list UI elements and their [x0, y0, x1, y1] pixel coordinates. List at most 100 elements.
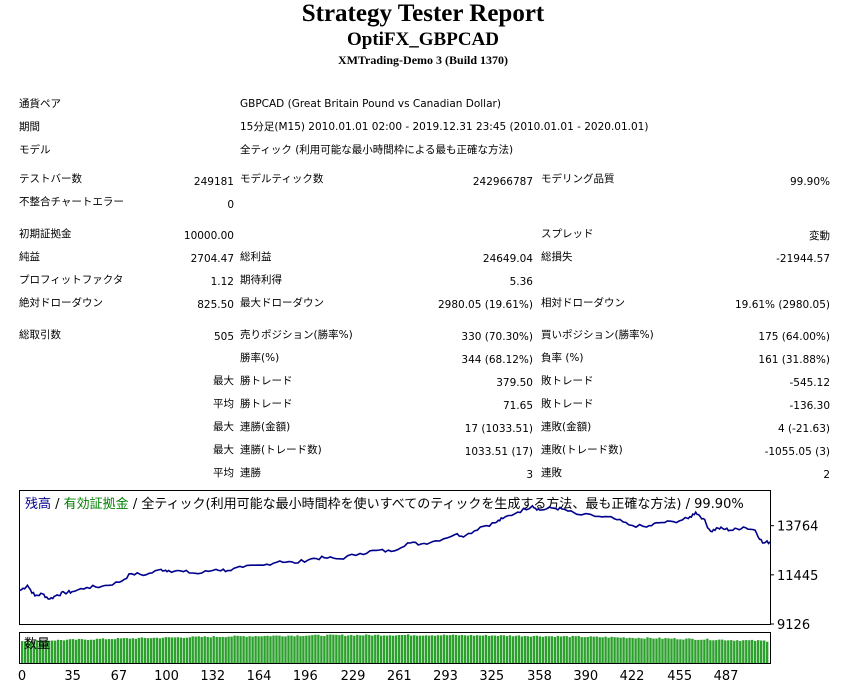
ticks-label: モデルティック数 — [240, 173, 324, 185]
avg-loss-value: -136.30 — [789, 400, 830, 412]
max-word-2: 最大 — [213, 421, 234, 433]
volume-bar — [454, 634, 458, 663]
max-consec-loss-trd-label: 連敗(トレード数) — [541, 444, 623, 456]
x-tick-label: 293 — [433, 669, 458, 684]
y-axis: 13764 11445 9126 — [770, 520, 818, 633]
volume-bar — [314, 634, 317, 663]
volume-bar — [553, 637, 556, 663]
chart-frame — [19, 490, 771, 625]
gross-loss-label: 総損失 — [541, 251, 573, 263]
x-tick-label: 358 — [527, 669, 552, 684]
volume-bar — [122, 638, 126, 663]
volume-bar — [80, 639, 84, 663]
volume-bar — [445, 635, 449, 663]
volume-bar — [559, 636, 562, 663]
max-win-value: 379.50 — [496, 377, 533, 389]
volume-bar — [688, 638, 691, 663]
volume-bar — [598, 637, 601, 663]
volume-bar — [475, 635, 479, 663]
volume-bar — [329, 634, 332, 663]
volume-bar — [481, 635, 485, 663]
volume-bar — [323, 636, 326, 663]
volume-bar — [631, 637, 634, 663]
expected-value: 5.36 — [509, 276, 533, 288]
volume-bar — [221, 636, 224, 663]
volume-bar — [586, 637, 589, 663]
volume-bar — [287, 635, 290, 663]
volume-bar — [254, 636, 257, 663]
volume-bar — [418, 635, 422, 663]
volume-bar — [383, 635, 386, 663]
volume-bar — [398, 635, 401, 663]
max-win-label: 勝トレード — [240, 375, 293, 387]
volume-bar — [152, 637, 155, 663]
volume-bar — [197, 636, 200, 663]
volume-bar — [451, 634, 455, 663]
volume-bar — [499, 635, 503, 663]
trades-value: 505 — [213, 331, 234, 343]
x-tick-label: 67 — [111, 669, 128, 684]
volume-bar — [179, 637, 182, 663]
volume-bar — [260, 636, 263, 663]
volume-bar — [27, 641, 30, 663]
volume-bar — [110, 639, 114, 663]
legend-equity: 有効証拠金 — [64, 496, 129, 512]
volume-bar — [62, 640, 66, 663]
volume-bar — [356, 634, 359, 663]
rel-dd-value: 19.61% (2980.05) — [735, 299, 830, 311]
volume-bar — [24, 641, 27, 663]
volume-bar — [242, 636, 245, 663]
volume-bar — [56, 639, 60, 663]
volume-bar — [320, 635, 323, 663]
x-tick-label: 455 — [667, 669, 692, 684]
spread-value: 変動 — [809, 230, 830, 242]
max-dd-value: 2980.05 (19.61%) — [438, 299, 533, 311]
volume-bar — [664, 638, 667, 663]
volume-bar — [30, 641, 33, 663]
volume-bar — [341, 634, 344, 663]
volume-bar — [655, 638, 658, 663]
volume-bar — [59, 640, 63, 663]
win-rate-label: 勝率(%) — [240, 352, 280, 364]
volume-bar — [736, 640, 739, 663]
max-consec-loss-amt-label: 連敗(金額) — [541, 421, 592, 433]
volume-bar — [317, 634, 320, 663]
volume-bar — [730, 640, 733, 663]
volume-bar — [712, 640, 715, 663]
volume-bar — [36, 640, 39, 663]
volume-bar — [299, 636, 302, 663]
volume-bar — [478, 635, 482, 663]
volume-bar — [616, 637, 619, 663]
volume-bar — [215, 636, 218, 663]
volume-bar — [625, 638, 628, 663]
volume-bar — [401, 635, 404, 663]
volume-bar — [236, 635, 239, 663]
volume-bar — [649, 637, 652, 663]
x-axis: 0 35 67 100 132 164 196 229 261 293 325 358 390 422 45… — [18, 669, 739, 684]
volume-bar — [679, 639, 682, 663]
volume-bar — [670, 638, 673, 663]
volume-bar — [694, 639, 697, 663]
volume-bar — [619, 637, 622, 663]
volume-bar — [541, 636, 544, 663]
volume-label: 数量 — [24, 637, 50, 652]
volume-bar — [691, 638, 694, 663]
volume-bar — [266, 635, 269, 663]
volume-bar — [284, 636, 287, 663]
volume-bar — [601, 637, 604, 663]
volume-bar — [415, 635, 419, 663]
volume-bar — [353, 635, 356, 663]
volume-bar — [523, 636, 527, 663]
mismatch-value: 0 — [227, 199, 234, 211]
volume-bar — [95, 638, 99, 663]
legend-balance: 残高 — [25, 496, 51, 512]
volume-bar — [404, 635, 407, 663]
x-tick-label: 0 — [18, 669, 26, 684]
volume-bar — [380, 635, 383, 663]
volume-bar — [574, 636, 577, 663]
quality-label: モデリング品質 — [541, 173, 615, 185]
volume-bar — [203, 636, 206, 663]
long-label: 買いポジション(勝率%) — [541, 329, 654, 341]
volume-bar — [182, 637, 185, 663]
volume-bar — [460, 634, 464, 663]
